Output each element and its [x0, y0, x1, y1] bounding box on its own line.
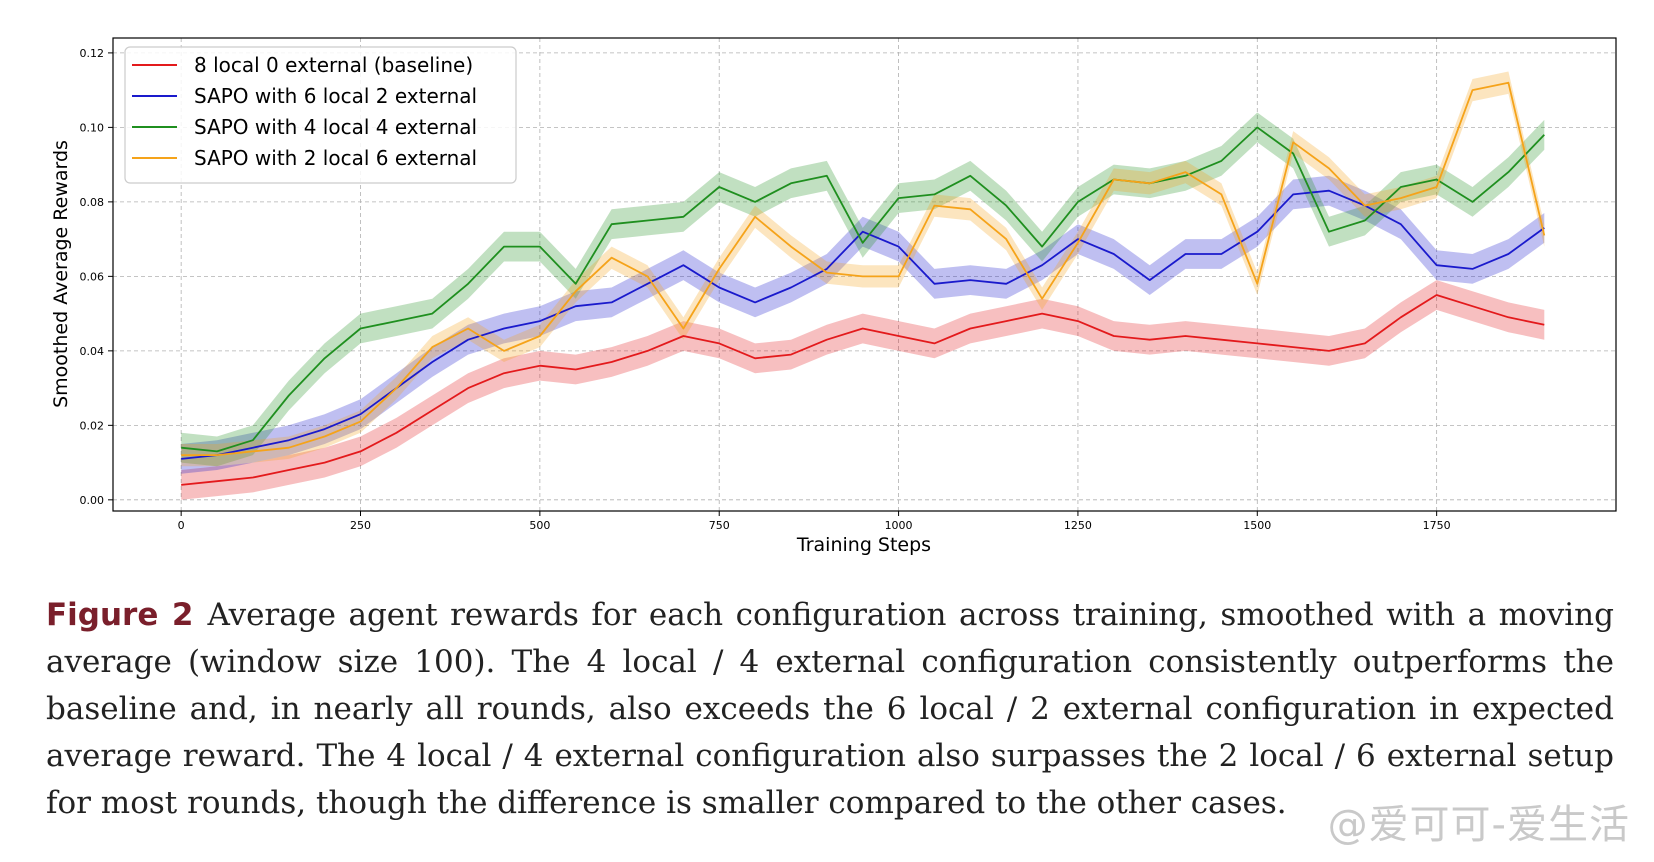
watermark: @爱可可-爱生活	[1327, 802, 1630, 848]
confidence-bands	[181, 71, 1545, 500]
x-tick-label: 1250	[1064, 519, 1092, 532]
chart-legend: 8 local 0 external (baseline) SAPO with 6…	[124, 46, 517, 184]
y-axis-ticks: 0.00 0.02 0.04 0.06 0.08 0.10 0.12	[80, 47, 113, 507]
y-tick-label: 0.04	[80, 345, 105, 358]
line-8-local-0-external-baseline	[181, 294, 1545, 486]
y-tick-label: 0.02	[80, 419, 105, 432]
x-tick-label: 500	[529, 519, 550, 532]
line-sapo-with-4-local-4-external	[181, 126, 1545, 453]
band-sapo-with-4-local-4-external	[181, 112, 1545, 467]
y-tick-label: 0.10	[80, 121, 105, 134]
line-sapo-with-2-local-6-external	[181, 81, 1546, 457]
band-sapo-with-2-local-6-external	[181, 71, 1545, 467]
y-tick-label: 0.00	[80, 494, 105, 507]
figure-caption: Figure 2 Average agent rewards for each c…	[46, 592, 1614, 827]
x-tick-label: 0	[178, 519, 185, 532]
x-tick-label: 750	[709, 519, 730, 532]
legend-box	[124, 46, 517, 184]
reward-line-chart: 0 250 500 750 1000 1250 1500 1750 0.000.020.040…	[50, 37, 1617, 556]
y-tick-label: 0.12	[80, 47, 105, 60]
x-tick-label: 250	[350, 519, 371, 532]
x-tick-label: 1750	[1423, 519, 1451, 532]
caption-text: Average agent rewards for each configura…	[46, 597, 1614, 821]
y-tick-label: 0.06	[80, 270, 105, 283]
x-tick-label: 1500	[1243, 519, 1271, 532]
x-axis-ticks: 0 250 500 750 1000 1250 1500 1750	[178, 511, 1451, 532]
legend-label: SAPO with 2 local 6 external	[194, 146, 477, 170]
y-tick-label: 0.08	[80, 196, 105, 209]
y-axis-label: Smoothed Average Rewards	[50, 140, 72, 408]
x-axis-label: Training Steps	[796, 534, 931, 556]
x-tick-label: 1000	[885, 519, 913, 532]
legend-label: 8 local 0 external (baseline)	[194, 53, 473, 77]
band-sapo-with-6-local-2-external	[181, 175, 1545, 474]
band-8-local-0-external-baseline	[181, 280, 1545, 500]
figure-label: Figure 2	[46, 597, 194, 633]
legend-label: SAPO with 4 local 4 external	[194, 115, 477, 139]
line-sapo-with-6-local-2-external	[181, 189, 1545, 460]
plot-frame	[112, 37, 1617, 512]
series-lines	[181, 81, 1546, 486]
legend-label: SAPO with 6 local 2 external	[194, 84, 477, 108]
